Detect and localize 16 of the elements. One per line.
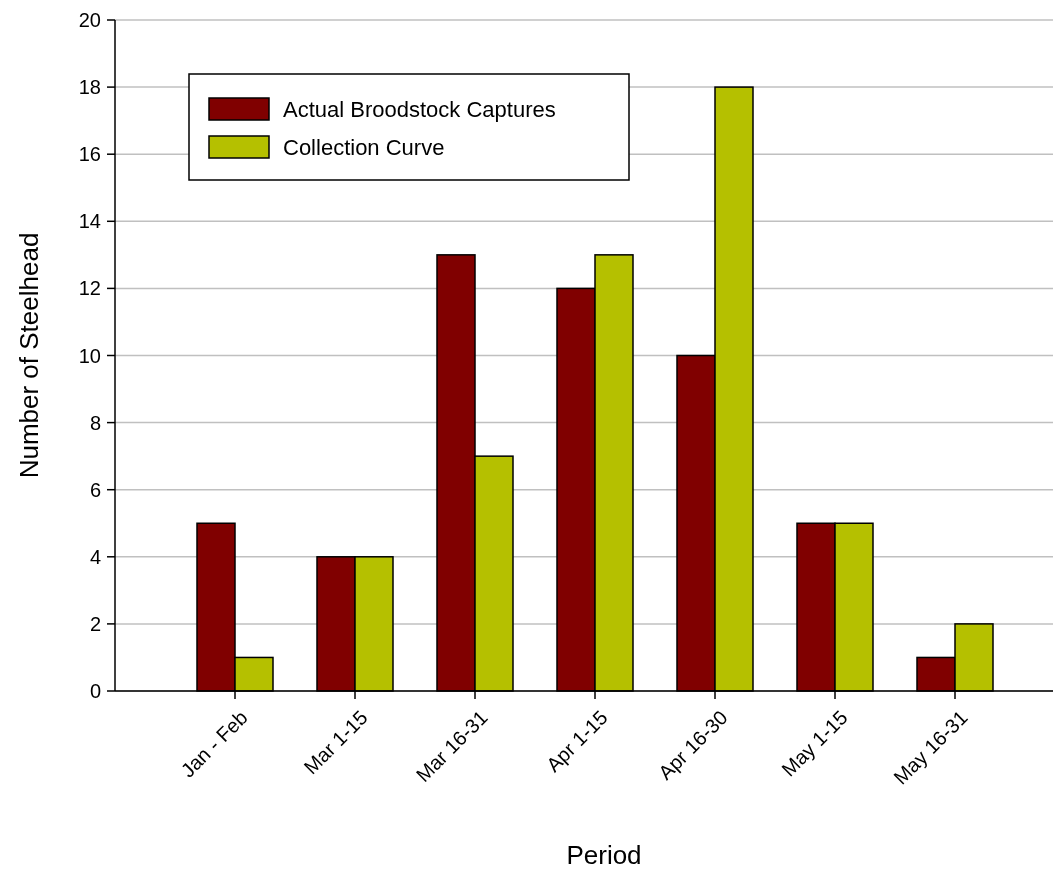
x-axis-title: Period [566,840,642,870]
y-tick-label: 8 [89,411,101,434]
legend-label: Actual Broodstock Captures [283,96,556,122]
y-tick-label: 2 [89,612,101,635]
y-tick-label: 12 [78,277,101,300]
legend-label: Collection Curve [283,134,445,160]
y-tick-label: 16 [78,143,101,166]
y-tick-label: 4 [89,545,101,568]
x-tick-label: Jan - Feb [176,706,252,782]
y-tick-label: 10 [78,344,101,367]
y-tick-label: 18 [78,76,101,99]
y-tick-label: 14 [78,210,101,233]
y-tick-label: 20 [78,9,101,31]
y-axis-title: Number of Steelhead [14,232,44,479]
y-tick-label: 6 [89,478,101,501]
y-tick-label: 0 [89,680,101,702]
